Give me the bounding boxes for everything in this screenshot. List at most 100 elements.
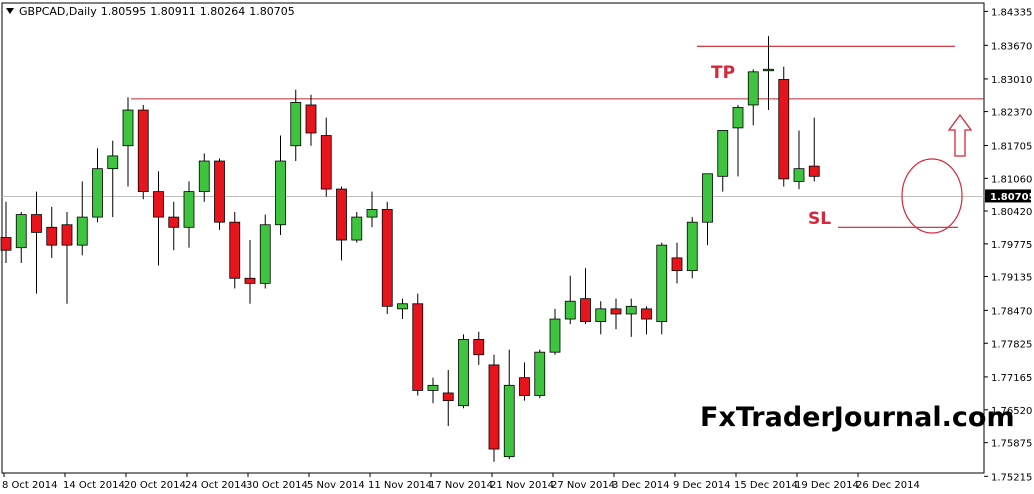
x-axis: 8 Oct 2014 14 Oct 2014 20 Oct 2014 24 Oct 2… [2, 473, 920, 491]
candle [686, 217, 698, 279]
candle [351, 212, 363, 243]
candle [198, 153, 210, 202]
candle [244, 240, 256, 304]
bull-candle-body [259, 224, 271, 284]
candle [46, 206, 58, 258]
bear-candle-body [31, 214, 42, 233]
y-tick-label: 1.76520 [991, 406, 1032, 417]
x-tick-label: 21 Nov 2014 [490, 480, 554, 491]
candle [473, 331, 485, 365]
bear-candle-body [244, 277, 256, 284]
candle [793, 130, 805, 190]
candle [671, 242, 683, 284]
candle [747, 69, 759, 126]
bear-candle-body [641, 308, 652, 320]
x-tick-label: 14 Oct 2014 [63, 480, 125, 491]
candle [625, 298, 637, 337]
x-tick-label: 26 Dec 2014 [856, 480, 920, 491]
candle [122, 97, 134, 187]
candle [717, 130, 729, 192]
bull-candle-body [107, 155, 119, 170]
candle [229, 212, 241, 289]
x-tick-label: 15 Dec 2014 [734, 480, 798, 491]
bear-candle-body [46, 226, 58, 246]
bull-candle-body [290, 102, 302, 147]
candle [61, 212, 73, 304]
bear-candle-body [808, 165, 820, 177]
candle [214, 158, 225, 230]
bear-candle-body [137, 109, 149, 193]
bear-candle-body [214, 160, 225, 223]
candle [763, 36, 774, 111]
current-price-badge [985, 189, 1031, 203]
y-tick-label: 1.81705 [991, 141, 1032, 152]
candle [0, 201, 12, 263]
candle [808, 117, 820, 182]
candle [458, 334, 469, 409]
bull-candle-body [656, 244, 668, 323]
candles [0, 36, 820, 462]
candle [778, 66, 790, 187]
x-tick-label: 27 Nov 2014 [551, 480, 615, 491]
y-tick-label: 1.84335 [991, 7, 1032, 18]
bull-candle-body [427, 384, 439, 391]
candle [442, 370, 454, 427]
candle [137, 104, 149, 200]
x-tick-label: 9 Dec 2014 [673, 480, 731, 491]
bear-candle-body [336, 188, 347, 241]
bear-candle-body [61, 224, 73, 246]
bear-candle-body [778, 79, 790, 180]
high-value: 1.80911 [150, 5, 196, 18]
bear-candle-body [442, 392, 454, 402]
candle [534, 349, 546, 399]
y-tick-label: 1.79775 [991, 240, 1032, 251]
y-tick-label: 1.78470 [991, 306, 1032, 317]
bull-candle-body [763, 68, 774, 72]
candle [15, 212, 27, 263]
bull-candle-body [686, 221, 698, 272]
candle [702, 173, 713, 246]
candle [488, 354, 500, 462]
sl-label: SL [808, 209, 831, 229]
candle [656, 242, 668, 335]
bull-candle-body [15, 214, 27, 249]
bull-candle-body [458, 339, 469, 407]
x-tick-label: 19 Dec 2014 [795, 480, 859, 491]
bull-candle-body [793, 168, 805, 182]
bull-candle-body [366, 209, 378, 218]
y-tick-label: 1.79135 [991, 272, 1032, 283]
candle [107, 140, 119, 218]
bull-candle-body [397, 303, 408, 310]
candle [564, 275, 576, 325]
candle [76, 181, 88, 256]
bear-candle-body [580, 298, 591, 323]
candle [397, 298, 408, 320]
candle [305, 94, 317, 146]
bull-candle-body [564, 300, 576, 320]
y-tick-label: 1.75215 [991, 472, 1032, 483]
annotations: TP SL [711, 63, 973, 234]
bull-candle-body [625, 305, 637, 315]
y-tick-label: 1.81060 [991, 174, 1032, 185]
candle [31, 191, 42, 294]
candle [366, 191, 378, 228]
x-tick-label: 17 Nov 2014 [429, 480, 493, 491]
candle [427, 377, 439, 404]
symbol-label: GBPCAD,Daily [19, 5, 97, 18]
y-tick-label: 1.77165 [991, 373, 1032, 384]
bull-candle-body [732, 107, 744, 129]
y-axis: 1.84335 1.83670 1.83010 1.82370 1.81705 1.810… [984, 7, 1032, 483]
bull-candle-body [717, 130, 729, 177]
y-tick-label: 1.75875 [991, 439, 1032, 450]
bull-candle-body [183, 191, 195, 228]
bull-candle-body [747, 71, 759, 106]
x-tick-label: 8 Oct 2014 [2, 480, 57, 491]
x-tick-label: 11 Nov 2014 [368, 480, 432, 491]
candle [641, 306, 652, 335]
bull-candle-body [595, 308, 607, 323]
bull-candle-body [549, 318, 561, 353]
symbol-menu-icon[interactable] [6, 8, 14, 14]
y-tick-label: 1.83010 [991, 75, 1032, 86]
bull-candle-body [122, 109, 134, 147]
